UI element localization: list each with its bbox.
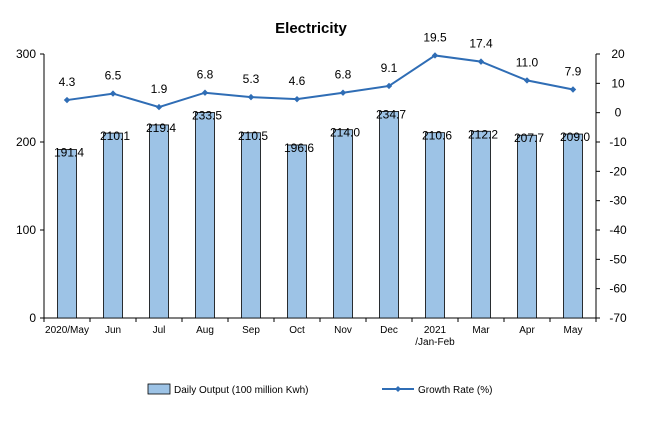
- y-right-tick-label: -20: [609, 164, 627, 178]
- x-tick-label: Aug: [196, 325, 214, 336]
- y-left-tick-label: 100: [16, 223, 36, 237]
- growth-rate-label: 6.5: [105, 69, 122, 83]
- bar: [241, 132, 261, 319]
- growth-rate-point: [523, 77, 531, 84]
- bar: [287, 144, 307, 319]
- legend-bar-swatch: [147, 383, 171, 395]
- growth-rate-label: 6.8: [197, 68, 214, 82]
- x-tick-label: Jun: [105, 325, 121, 336]
- growth-rate-label: 19.5: [423, 30, 447, 44]
- x-tick-label: Mar: [472, 325, 490, 336]
- bar: [563, 133, 583, 319]
- growth-rate-point: [63, 96, 71, 104]
- growth-rate-point: [385, 82, 393, 90]
- x-tick-label: Sep: [242, 325, 260, 336]
- y-left-tick-label: 300: [16, 47, 36, 61]
- growth-rate-line: [66, 54, 574, 109]
- bar-value-label: 212.2: [468, 127, 498, 141]
- x-tick-label: May: [564, 325, 583, 336]
- x-tick-label: 2021: [424, 325, 447, 336]
- y-right-tick-label: -30: [609, 194, 627, 208]
- y-right-tick-label: -40: [609, 223, 627, 237]
- y-left-tick-label: 0: [29, 311, 36, 325]
- x-tick-label: Apr: [519, 325, 535, 336]
- growth-rate-label: 4.3: [59, 75, 76, 89]
- y-right-tick-label: -70: [609, 311, 627, 325]
- growth-rate-point: [155, 103, 163, 111]
- y-right-tick-label: 20: [611, 47, 625, 61]
- legend-line-label: Growth Rate (%): [418, 385, 492, 396]
- bar-value-label: 196.6: [284, 141, 314, 155]
- bar: [57, 149, 77, 319]
- bar: [195, 112, 215, 319]
- bar-value-label: 214.0: [330, 126, 360, 140]
- bar-value-label: 234.7: [376, 107, 406, 121]
- bar-value-label: 210.5: [238, 129, 268, 143]
- x-tick-label: /Jan-Feb: [415, 337, 455, 348]
- growth-rate-point: [569, 86, 577, 93]
- growth-rate-point: [247, 93, 255, 101]
- growth-rate-label: 5.3: [243, 72, 260, 86]
- growth-rate-point: [109, 90, 117, 97]
- growth-rate-label: 4.6: [289, 74, 306, 88]
- y-right-tick-label: -10: [609, 135, 627, 149]
- y-right-tick-label: 0: [615, 106, 622, 120]
- growth-rate-label: 6.8: [335, 68, 352, 82]
- bar: [517, 134, 537, 319]
- y-right-tick-label: 10: [611, 76, 625, 90]
- growth-rate-label: 7.9: [565, 64, 582, 78]
- bar-value-label: 210.6: [422, 129, 452, 143]
- bar-value-label: 191.4: [54, 146, 84, 160]
- bar: [103, 132, 123, 319]
- bar: [149, 124, 169, 319]
- growth-rate-point: [293, 95, 301, 103]
- bar-value-label: 219.4: [146, 121, 176, 135]
- growth-rate-point: [477, 58, 485, 65]
- x-tick-label: Jul: [153, 325, 166, 336]
- y-left-tick-label: 200: [16, 135, 36, 149]
- x-tick-label: Dec: [380, 325, 398, 336]
- y-right-tick-label: -60: [609, 282, 627, 296]
- legend-bar-label: Daily Output (100 million Kwh): [174, 385, 309, 396]
- bar-value-label: 210.1: [100, 129, 130, 143]
- bar: [425, 132, 445, 319]
- y-right-tick-label: -50: [609, 252, 627, 266]
- growth-rate-point: [339, 89, 347, 96]
- growth-rate-label: 11.0: [516, 55, 539, 69]
- bar-value-label: 233.5: [192, 109, 222, 123]
- growth-rate-label: 9.1: [381, 61, 398, 75]
- legend-line-marker: [395, 386, 401, 392]
- bar: [333, 129, 353, 319]
- x-tick-label: Oct: [289, 325, 305, 336]
- bar: [471, 130, 491, 319]
- x-tick-label: Nov: [334, 325, 352, 336]
- growth-rate-point: [201, 89, 209, 96]
- x-tick-label: 2020/May: [45, 325, 89, 336]
- legend: Daily Output (100 million Kwh) Growth Rat…: [147, 383, 492, 396]
- growth-rate-label: 1.9: [151, 82, 168, 96]
- bar-value-label: 209.0: [560, 130, 590, 144]
- chart-title: Electricity: [275, 20, 347, 37]
- bar-value-label: 207.7: [514, 131, 544, 145]
- bar: [379, 111, 399, 319]
- growth-rate-point: [431, 52, 439, 59]
- growth-rate-label: 17.4: [469, 37, 493, 51]
